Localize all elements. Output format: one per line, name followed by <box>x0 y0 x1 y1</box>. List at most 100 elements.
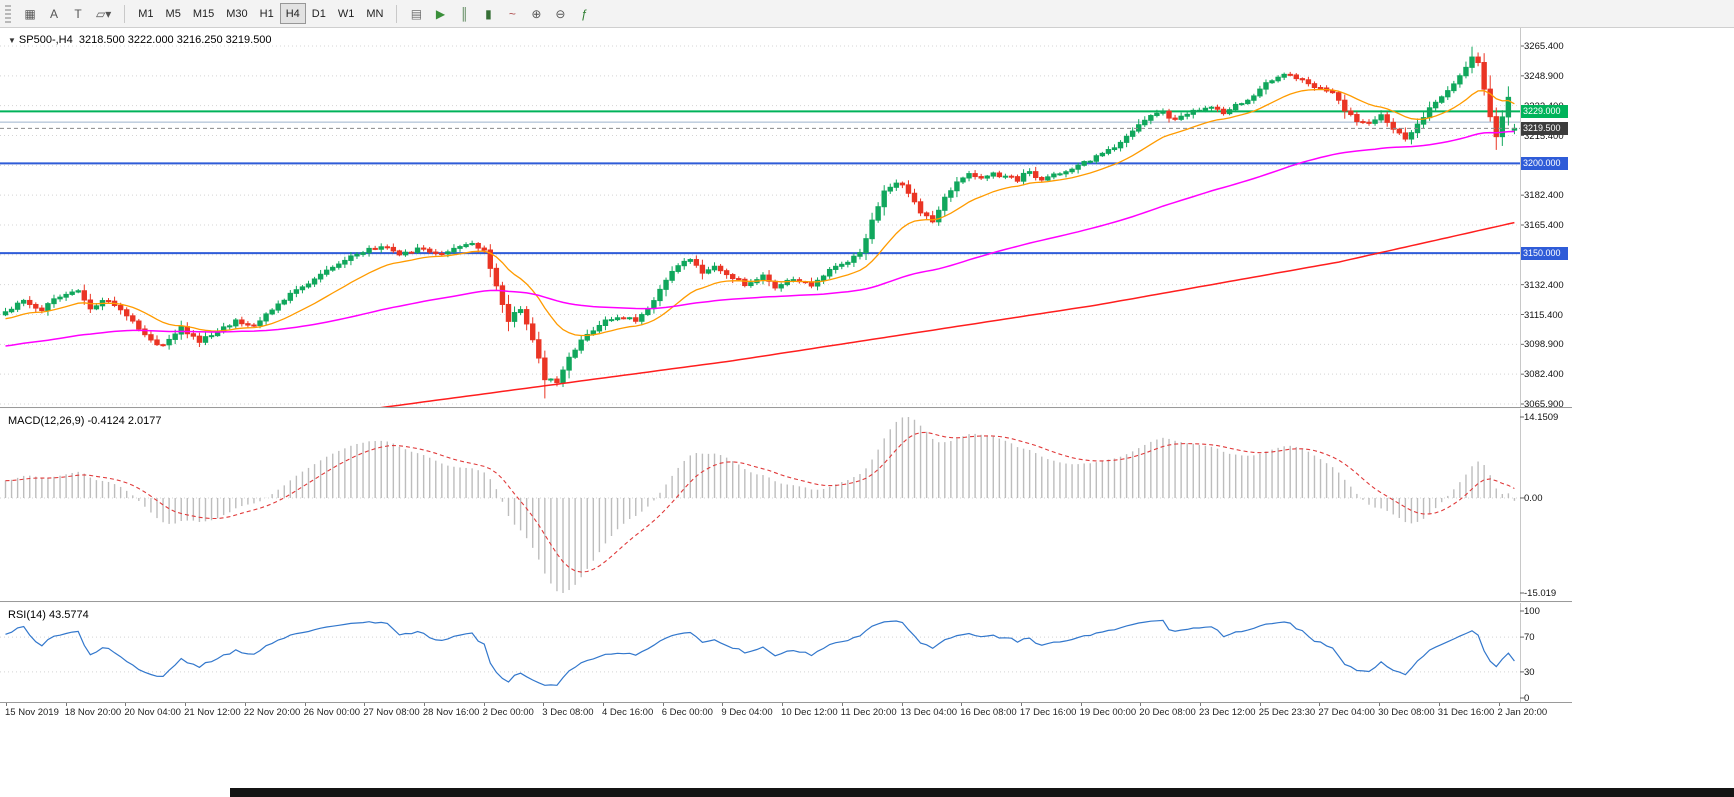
chart-ohlc-values: 3218.500 3222.000 3216.250 3219.500 <box>78 34 272 46</box>
time-label: 19 Dec 00:00 <box>1079 707 1137 718</box>
time-axis[interactable]: 15 Nov 2019 18 Nov 20:00 20 Nov 04:00 21 No… <box>0 702 1572 718</box>
time-tick <box>662 703 664 706</box>
time-tick <box>1020 703 1022 706</box>
time-tick <box>1379 703 1381 706</box>
time-tick <box>1438 703 1440 706</box>
chart-bars-icon[interactable]: ║ <box>452 3 476 24</box>
time-tick <box>6 703 7 706</box>
time-label: 27 Dec 04:00 <box>1318 707 1375 718</box>
time-label: 30 Dec 08:00 <box>1378 707 1435 718</box>
toolbar-grip[interactable] <box>5 4 11 23</box>
timeframe-m30-button[interactable]: M30 <box>220 3 253 24</box>
rsi-value: 43.5774 <box>48 609 89 621</box>
symbol-dropdown-icon[interactable]: ▼ <box>8 36 16 45</box>
chart-tools-group: ▤ ▶ ║ ▮ ~ ⊕ ⊖ ƒ <box>404 3 596 24</box>
macd-signal-value: 2.0177 <box>127 415 162 427</box>
text-tool-icon[interactable]: T <box>66 3 90 24</box>
time-label: 2 Dec 00:00 <box>482 707 534 718</box>
time-tick <box>483 703 485 706</box>
time-tick <box>1498 703 1500 706</box>
time-tick <box>901 703 903 706</box>
time-label: 20 Nov 04:00 <box>124 707 181 718</box>
zoom-in-icon[interactable]: ⊕ <box>524 3 548 24</box>
price-level-badge: 3150.000 <box>1521 246 1568 260</box>
chart-candles-icon[interactable]: ▮ <box>476 3 500 24</box>
time-tick <box>304 703 306 706</box>
time-tick <box>65 703 67 706</box>
time-tick <box>423 703 425 706</box>
toolbar-separator-2 <box>396 4 398 23</box>
timeframe-mn-button[interactable]: MN <box>360 3 389 24</box>
price-axis-label: 3248.900 <box>1524 70 1564 82</box>
time-tick <box>961 703 963 706</box>
time-label: 9 Dec 04:00 <box>721 707 773 718</box>
toolbar-separator <box>124 4 126 23</box>
timeframe-d1-button[interactable]: D1 <box>306 3 332 24</box>
time-label: 4 Dec 16:00 <box>602 707 654 718</box>
time-label: 18 Nov 20:00 <box>64 707 122 718</box>
chart-line-icon[interactable]: ~ <box>500 3 524 24</box>
time-tick <box>1259 703 1261 706</box>
time-tick <box>782 703 784 706</box>
price-level-badge: 3229.000 <box>1521 104 1568 118</box>
time-label: 3 Dec 08:00 <box>542 707 594 718</box>
panel-divider-rsi[interactable] <box>0 601 1572 603</box>
time-label: 26 Nov 00:00 <box>303 707 361 718</box>
time-label: 15 Nov 2019 <box>5 707 59 718</box>
macd-panel[interactable]: MACD(12,26,9) -0.4124 2.0177 14.1509 0.00… <box>0 409 1572 601</box>
price-panel[interactable]: ▼ SP500-,H4 3218.500 3222.000 3216.250 32… <box>0 28 1572 410</box>
macd-plot[interactable] <box>0 409 1572 601</box>
zoom-out-icon[interactable]: ⊖ <box>548 3 572 24</box>
chart-symbol-label: SP500-,H4 <box>18 34 73 46</box>
timeframe-h1-button[interactable]: H1 <box>254 3 280 24</box>
time-tick <box>543 703 545 706</box>
time-tick <box>1200 703 1201 706</box>
macd-name: MACD(12,26,9) <box>8 415 85 427</box>
timeframe-m1-button[interactable]: M1 <box>132 3 159 24</box>
macd-main-value: -0.4124 <box>87 415 125 427</box>
price-axis-label: 3165.400 <box>1524 220 1564 231</box>
time-tick <box>125 703 127 706</box>
rsi-axis-label: 100 <box>1524 606 1540 617</box>
rsi-axis-label: 30 <box>1524 666 1535 678</box>
cursor-text-a-icon[interactable]: A <box>42 3 66 24</box>
time-tick <box>841 703 843 706</box>
timeframe-w1-button[interactable]: W1 <box>332 3 361 24</box>
chart-title: ▼ SP500-,H4 3218.500 3222.000 3216.250 32… <box>8 34 272 46</box>
time-tick <box>1140 703 1142 706</box>
timeframe-m5-button[interactable]: M5 <box>160 3 187 24</box>
macd-axis-label: 14.1509 <box>1524 412 1559 423</box>
time-label: 31 Dec 16:00 <box>1437 707 1495 718</box>
current-price-badge: 3219.500 <box>1521 121 1568 135</box>
autotrading-icon[interactable]: ▶ <box>428 3 452 24</box>
rsi-panel[interactable]: RSI(14) 43.5774 100 70 30 0 <box>0 603 1572 704</box>
time-label: 20 Dec 08:00 <box>1139 707 1196 718</box>
time-label: 16 Dec 08:00 <box>960 707 1017 718</box>
price-level-badge: 3200.000 <box>1521 156 1568 170</box>
price-axis-label: 3065.900 <box>1524 399 1564 410</box>
price-axis-label: 3098.900 <box>1524 339 1564 351</box>
price-plot[interactable] <box>0 28 1572 407</box>
time-label: 21 Nov 12:00 <box>184 707 241 718</box>
time-label: 28 Nov 16:00 <box>422 707 480 718</box>
chart-window-icon[interactable]: ▦ <box>18 3 42 24</box>
chart-window: ▼ SP500-,H4 3218.500 3222.000 3216.250 32… <box>0 28 1572 718</box>
rsi-plot[interactable] <box>0 603 1572 702</box>
time-tick <box>1080 703 1082 706</box>
time-label: 27 Nov 08:00 <box>363 707 420 718</box>
indicators-icon[interactable]: ƒ <box>572 3 596 24</box>
macd-axis-label: -15.019 <box>1524 588 1557 599</box>
price-axis-label: 3182.400 <box>1524 190 1564 202</box>
timeframe-h4-button[interactable]: H4 <box>279 3 306 24</box>
timeframe-m15-button[interactable]: M15 <box>187 3 220 24</box>
time-label: 22 Nov 20:00 <box>243 707 301 718</box>
time-tick <box>722 703 724 706</box>
background-window-strip <box>230 788 1734 797</box>
new-order-icon[interactable]: ▤ <box>404 3 428 24</box>
macd-axis-label: 0.00 <box>1524 492 1543 504</box>
shapes-dropdown-icon[interactable]: ▱▾ <box>90 3 117 24</box>
time-label: 10 Dec 12:00 <box>781 707 838 718</box>
panel-divider-macd[interactable] <box>0 407 1572 409</box>
price-axis-label: 3265.400 <box>1524 41 1564 52</box>
time-label: 11 Dec 20:00 <box>840 707 897 718</box>
